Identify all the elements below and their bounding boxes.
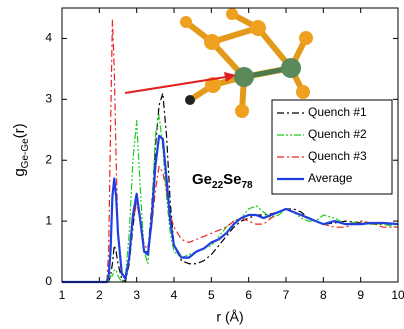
x-tick-label: 10 [391,288,404,302]
legend-label: Quench #3 [308,149,367,163]
y-tick-label: 1 [45,213,52,227]
y-label-main: g [11,168,28,176]
x-axis-label: r (Å) [216,309,243,325]
x-tick-label: 2 [96,288,103,302]
y-tick-label: 0 [45,274,52,288]
legend: Quench #1 Quench #2 Quench #3 Average [272,100,392,194]
x-tick-label: 1 [59,288,66,302]
chart: r (Å) gGe-Ge(r) Ge22Se78 123456789100123… [0,0,404,329]
x-tick-label: 5 [208,288,215,302]
x-tick-label: 6 [245,288,252,302]
legend-label: Quench #1 [308,105,367,119]
y-axis-label: gGe-Ge(r) [11,123,31,176]
y-tick-label: 3 [45,92,52,106]
annotation-part: 78 [242,180,254,191]
legend-label: Quench #2 [308,127,367,141]
x-tick-label: 8 [320,288,327,302]
legend-label: Average [308,171,353,185]
annotation-part: Se [223,171,241,188]
y-label-sub: Ge-Ge [20,138,31,168]
y-tick-label: 4 [45,31,52,45]
x-tick-label: 9 [357,288,364,302]
x-tick-label: 4 [171,288,178,302]
y-tick-label: 2 [45,152,52,166]
annotation-part: 22 [212,180,224,191]
annotation-part: Ge [192,171,212,188]
x-tick-label: 7 [283,288,290,302]
composition-annotation: Ge22Se78 [192,171,253,191]
x-tick-label: 3 [133,288,140,302]
y-label-tail: (r) [11,123,28,138]
